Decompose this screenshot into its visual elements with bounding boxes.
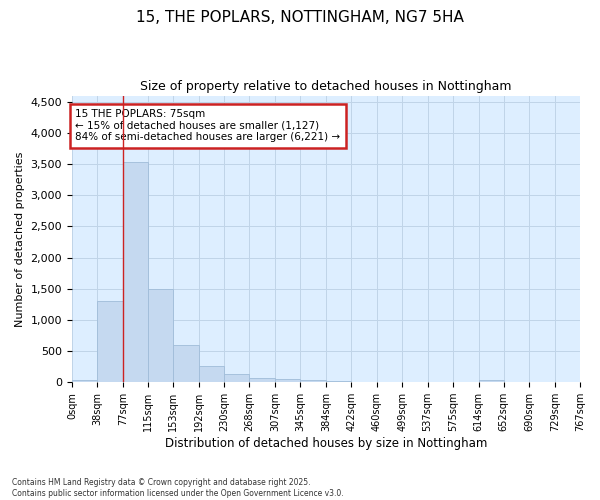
Bar xyxy=(72,380,97,382)
Title: Size of property relative to detached houses in Nottingham: Size of property relative to detached ho… xyxy=(140,80,512,93)
Text: 15, THE POPLARS, NOTTINGHAM, NG7 5HA: 15, THE POPLARS, NOTTINGHAM, NG7 5HA xyxy=(136,10,464,25)
Bar xyxy=(97,301,123,382)
Bar xyxy=(301,380,326,382)
Bar xyxy=(224,374,250,382)
Bar xyxy=(250,378,275,382)
Text: 15 THE POPLARS: 75sqm
← 15% of detached houses are smaller (1,127)
84% of semi-d: 15 THE POPLARS: 75sqm ← 15% of detached … xyxy=(75,110,340,142)
Bar xyxy=(123,162,148,382)
Bar xyxy=(148,288,173,382)
Text: Contains HM Land Registry data © Crown copyright and database right 2025.
Contai: Contains HM Land Registry data © Crown c… xyxy=(12,478,344,498)
Bar xyxy=(479,380,504,382)
Y-axis label: Number of detached properties: Number of detached properties xyxy=(15,151,25,326)
Bar xyxy=(173,345,199,382)
X-axis label: Distribution of detached houses by size in Nottingham: Distribution of detached houses by size … xyxy=(165,437,487,450)
Bar xyxy=(199,366,224,382)
Bar xyxy=(275,379,301,382)
Bar xyxy=(326,381,352,382)
